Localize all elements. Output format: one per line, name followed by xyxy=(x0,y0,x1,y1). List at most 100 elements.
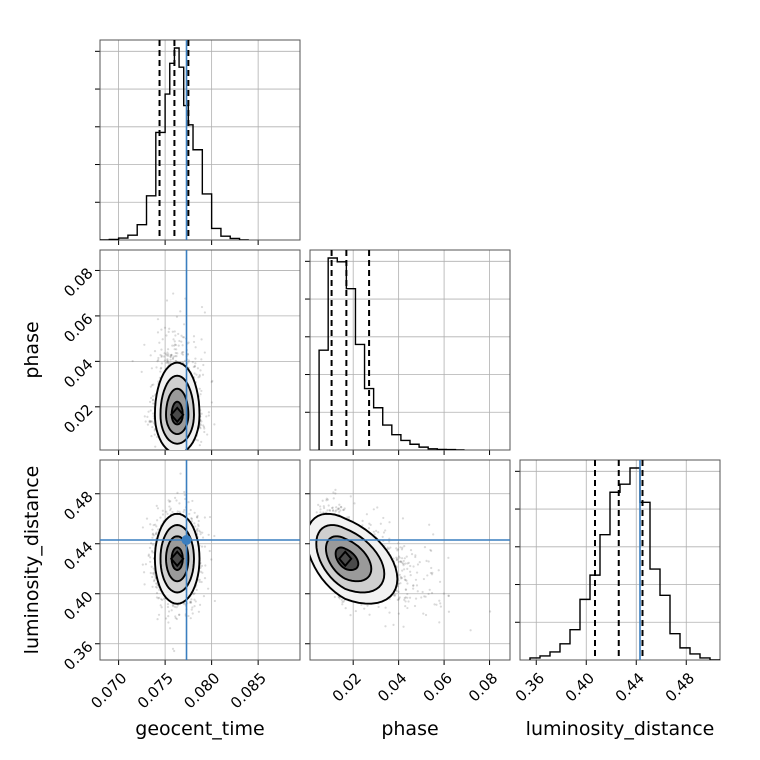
sample-point xyxy=(404,578,407,582)
x-tick-label-phase: 0.06 xyxy=(420,669,456,705)
sample-point xyxy=(151,395,154,398)
sample-point xyxy=(194,525,197,528)
sample-point xyxy=(377,531,380,534)
panel-frame xyxy=(309,459,511,661)
sample-point xyxy=(409,574,412,577)
sample-point xyxy=(173,343,177,346)
sample-point xyxy=(203,430,206,434)
sample-point xyxy=(176,510,179,513)
y-tick-label-phase: 0.06 xyxy=(60,310,96,346)
sample-point xyxy=(200,580,203,584)
sample-point xyxy=(199,427,202,430)
sample-point xyxy=(156,519,159,522)
sample-point xyxy=(156,528,160,531)
sample-point xyxy=(322,505,325,508)
samples-geocent_time-luminosity_distance xyxy=(141,472,216,653)
sample-point xyxy=(363,607,366,610)
sample-point xyxy=(170,353,173,356)
sample-point xyxy=(149,420,152,424)
sample-point xyxy=(201,373,205,376)
sample-point xyxy=(369,523,372,527)
sample-point xyxy=(331,506,334,510)
sample-point xyxy=(196,367,200,370)
sample-point xyxy=(150,549,154,553)
sample-point xyxy=(334,492,337,495)
sample-point xyxy=(397,582,400,585)
y-axis-label-phase: phase xyxy=(21,321,43,378)
sample-point xyxy=(422,612,425,615)
sample-point xyxy=(176,604,179,607)
sample-point xyxy=(187,341,190,344)
sample-point xyxy=(200,358,203,361)
sample-point xyxy=(181,353,185,356)
sample-point xyxy=(401,517,405,520)
sample-point xyxy=(335,506,338,509)
sample-point xyxy=(160,354,163,358)
sample-point xyxy=(151,398,155,401)
sample-point xyxy=(175,315,179,318)
y-tick-label-phase: 0.02 xyxy=(60,401,96,437)
x-tick-label-phase: 0.02 xyxy=(329,669,365,705)
sample-point xyxy=(179,310,182,313)
sample-point xyxy=(438,621,441,624)
y-tick-label-luminosity_distance: 0.48 xyxy=(60,488,96,524)
sample-point xyxy=(166,359,169,363)
sample-point xyxy=(169,361,172,364)
sample-point xyxy=(416,590,419,593)
sample-point xyxy=(149,354,152,357)
sample-point xyxy=(319,508,322,511)
sample-point xyxy=(447,594,450,597)
sample-point xyxy=(148,400,152,404)
sample-point xyxy=(331,509,335,512)
sample-point xyxy=(192,340,196,344)
x-axis-label-luminosity_distance: luminosity_distance xyxy=(526,718,715,740)
sample-point xyxy=(176,352,179,355)
sample-point xyxy=(159,516,162,519)
sample-point xyxy=(319,505,322,508)
sample-point xyxy=(432,533,435,536)
sample-point xyxy=(182,336,186,339)
sample-point xyxy=(146,423,150,426)
panel-frame xyxy=(519,459,721,661)
sample-point xyxy=(315,511,318,514)
sample-point xyxy=(407,600,410,603)
sample-point xyxy=(198,529,201,532)
sample-point xyxy=(196,439,200,442)
sample-point xyxy=(395,558,398,562)
sample-point xyxy=(160,348,163,351)
sample-point xyxy=(160,366,163,369)
sample-point xyxy=(174,616,177,620)
sample-point xyxy=(167,354,170,357)
sample-point xyxy=(166,605,170,609)
sample-point xyxy=(435,603,438,606)
sample-point xyxy=(342,508,345,511)
sample-point xyxy=(178,339,181,343)
contour-line xyxy=(159,374,195,445)
sample-point xyxy=(439,602,442,605)
histogram-geocent_time xyxy=(100,47,249,240)
sample-point xyxy=(381,535,384,538)
sample-point xyxy=(161,598,164,602)
sample-point xyxy=(200,545,204,548)
sample-point xyxy=(447,610,451,613)
histogram-phase xyxy=(318,257,465,450)
sample-point xyxy=(197,523,200,526)
sample-point xyxy=(150,565,153,568)
sample-point xyxy=(157,596,161,599)
sample-point xyxy=(203,577,207,580)
x-tick-label-luminosity_distance: 0.48 xyxy=(662,669,698,705)
sample-point xyxy=(423,595,426,598)
sample-point xyxy=(406,582,409,585)
sample-point xyxy=(166,354,169,357)
x-axis-label-phase: phase xyxy=(381,718,438,740)
sample-point xyxy=(431,571,434,574)
sample-point xyxy=(388,521,391,524)
sample-point xyxy=(167,361,170,364)
sample-point xyxy=(200,440,203,443)
sample-point xyxy=(183,493,186,497)
sample-point xyxy=(168,505,171,508)
x-tick-label-luminosity_distance: 0.36 xyxy=(512,669,548,705)
sample-point xyxy=(489,610,492,613)
sample-point xyxy=(194,357,197,360)
sample-point xyxy=(148,419,151,422)
